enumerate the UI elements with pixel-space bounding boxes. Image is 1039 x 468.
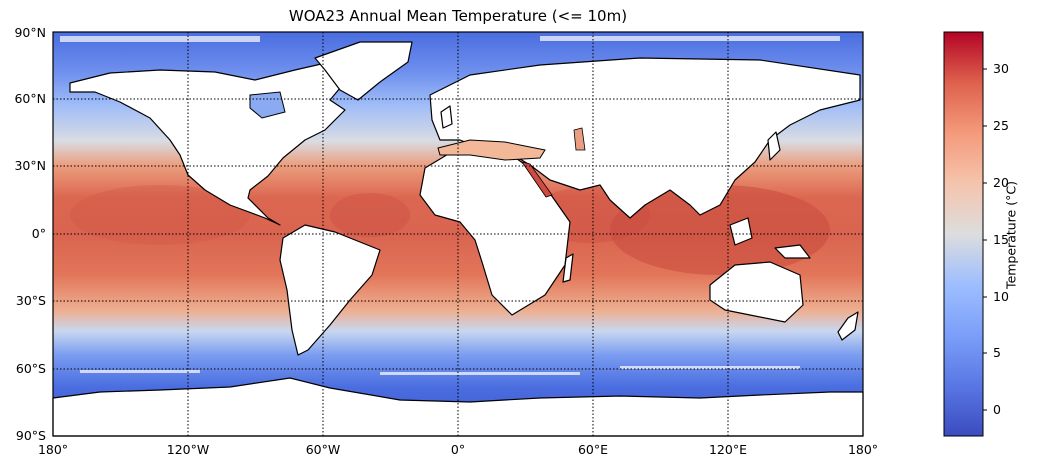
colorbar-label: Temperature (°C) — [1003, 181, 1019, 289]
mediterranean-sea — [437, 139, 546, 161]
red-sea — [521, 161, 553, 198]
caspian-sea — [573, 127, 586, 151]
colorbar-tick-30: 30 — [993, 61, 1009, 76]
lon-label-120e: 120°E — [708, 442, 747, 457]
map-frame — [52, 31, 864, 437]
colorbar-tick-10: 10 — [993, 289, 1009, 304]
new-zealand — [837, 311, 859, 341]
borneo — [729, 217, 753, 246]
graticule — [53, 32, 863, 436]
colorbar-tick-0: 0 — [993, 402, 1001, 417]
south-america — [279, 224, 381, 356]
lon-label-180w: 180° — [37, 442, 69, 457]
colorbar-tick-15: 15 — [993, 232, 1009, 247]
colorbar-tick-5: 5 — [993, 345, 1001, 360]
lat-label-30s: 30°S — [15, 293, 46, 308]
lat-label-30n: 30°N — [14, 158, 46, 173]
lat-label-0: 0° — [31, 226, 46, 241]
hudson-bay — [249, 91, 286, 119]
lon-label-0: 0° — [450, 442, 466, 457]
lat-label-60s: 60°S — [15, 361, 46, 376]
colorbar — [944, 32, 983, 436]
australia — [709, 261, 804, 323]
lon-label-180e: 180° — [847, 442, 879, 457]
colorbar-tick-25: 25 — [993, 118, 1009, 133]
lon-label-60e: 60°E — [577, 442, 609, 457]
lat-label-90n: 90°N — [14, 25, 46, 40]
japan — [767, 131, 781, 161]
lon-label-120w: 120°W — [166, 442, 210, 457]
new-guinea — [774, 244, 811, 259]
lon-label-60w: 60°W — [305, 442, 341, 457]
warm-pools — [70, 185, 830, 275]
colorbar-ticks — [983, 68, 987, 411]
british-isles — [440, 105, 453, 129]
colorbar-tick-20: 20 — [993, 175, 1009, 190]
madagascar — [562, 253, 574, 283]
polar-noise — [60, 36, 840, 375]
lat-label-60n: 60°N — [14, 91, 46, 106]
map-title: WOA23 Annual Mean Temperature (<= 10m) — [288, 7, 628, 25]
lat-label-90s: 90°S — [15, 428, 46, 443]
greenland — [314, 41, 413, 101]
colorbar-frame — [943, 31, 984, 437]
